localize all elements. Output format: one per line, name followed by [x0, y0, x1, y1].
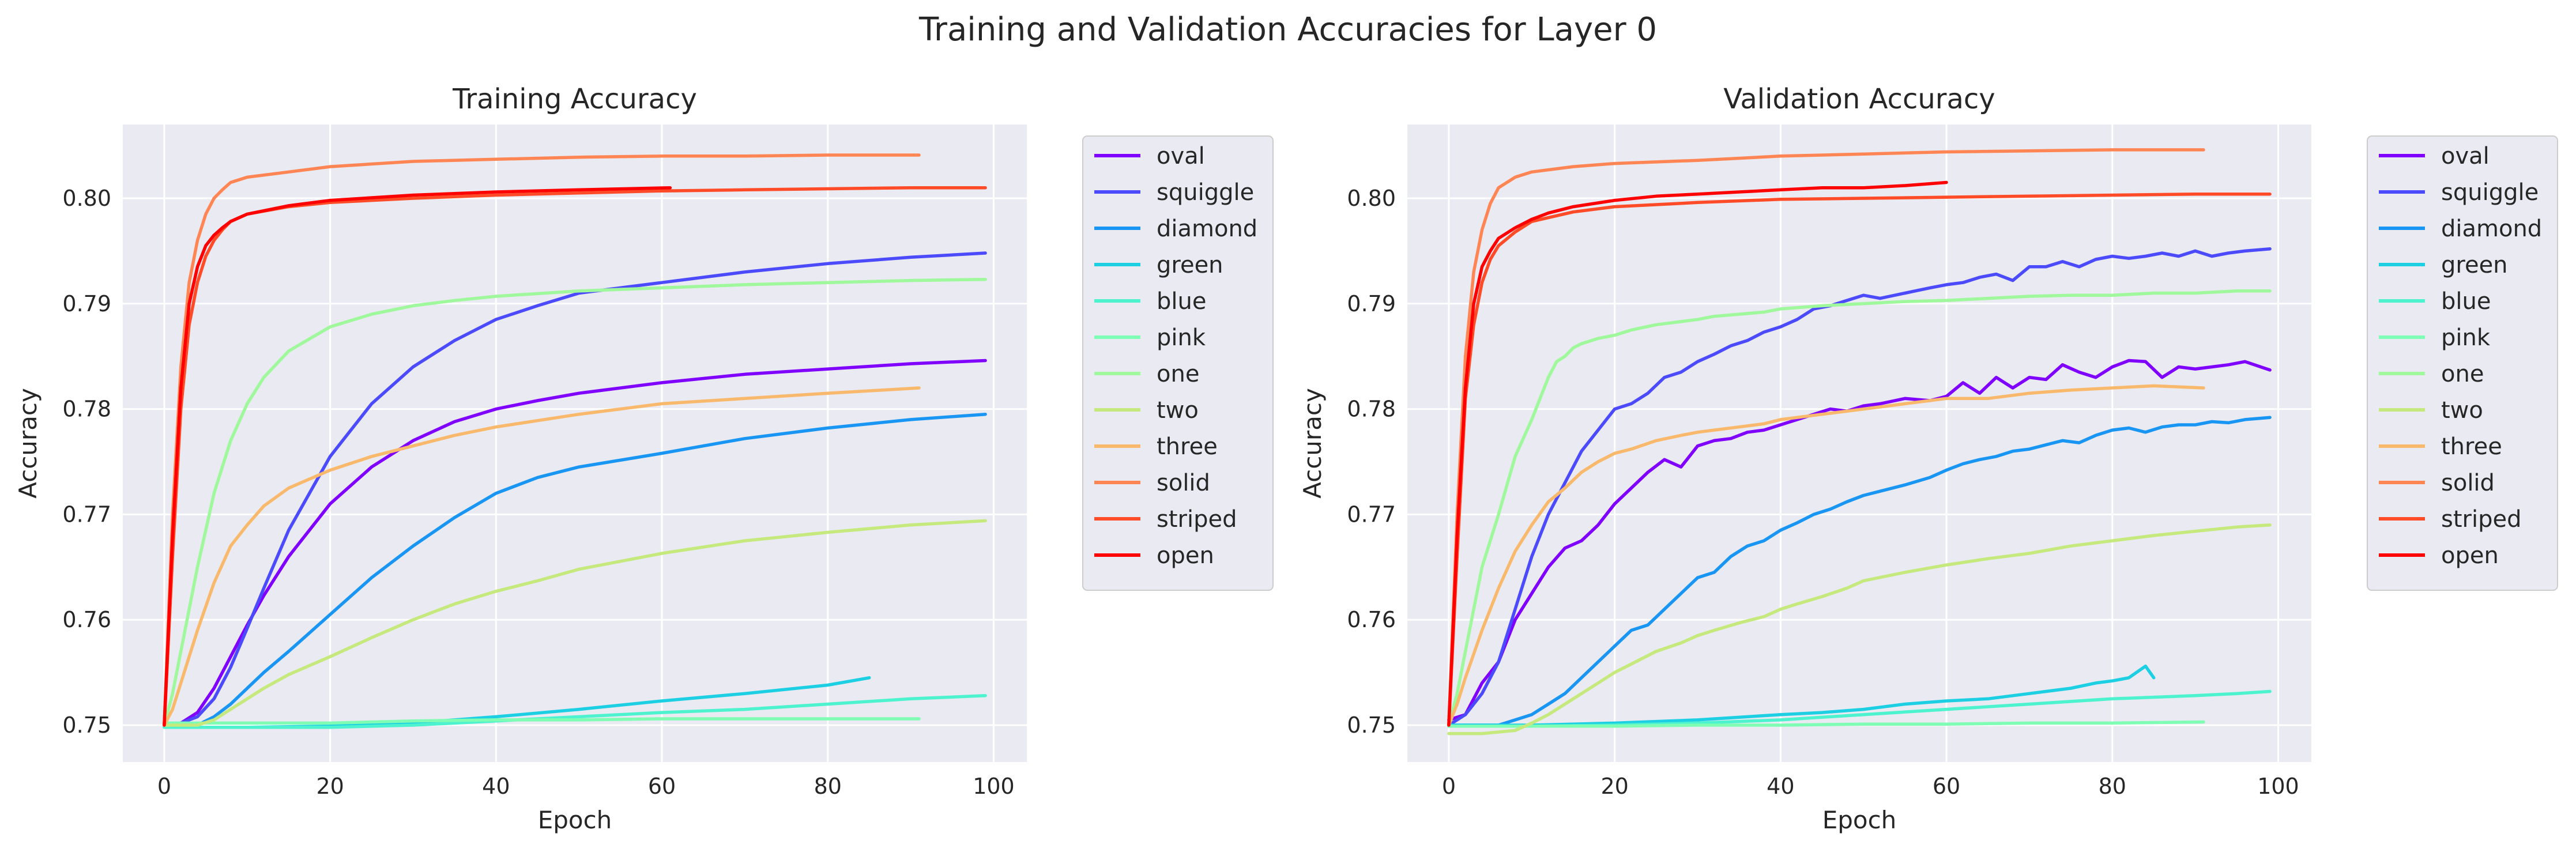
training-series-line-oval: [163, 359, 987, 727]
training-series-line-one: [163, 277, 987, 727]
training-series-line-squiggle: [163, 251, 987, 727]
validation-x-tick-label: 80: [2099, 774, 2126, 799]
training-series-line-open: [163, 186, 672, 727]
training-x-tick-label: 20: [316, 774, 344, 799]
validation-series-line-one: [1447, 289, 2272, 727]
validation-y-tick-label: 0.76: [1347, 607, 1396, 632]
training-series-line-solid: [163, 153, 921, 727]
validation-series-line-open: [1447, 180, 1948, 727]
training-series-line-blue: [163, 694, 987, 729]
figure-title: Training and Validation Accuracies for L…: [918, 11, 1657, 48]
validation-x-tick-label: 20: [1600, 774, 1628, 799]
validation-legend-label-three: three: [2441, 433, 2502, 460]
training-y-tick-label: 0.78: [62, 397, 111, 422]
training-legend-box: [1082, 135, 1274, 591]
training-legend-label-oval: oval: [1157, 143, 1205, 169]
validation-series-line-squiggle: [1447, 247, 2272, 727]
validation-y-tick-label: 0.78: [1347, 397, 1396, 422]
validation-legend-label-green: green: [2441, 252, 2508, 278]
validation-series-line-diamond: [1447, 416, 2272, 727]
training-legend-label-two: two: [1157, 397, 1199, 424]
training-legend-label-striped: striped: [1157, 506, 1237, 533]
validation-axes-title: Validation Accuracy: [1723, 83, 1995, 115]
training-legend-label-three: three: [1157, 433, 1218, 460]
training-y-tick-label: 0.75: [62, 712, 111, 738]
training-y-tick-label: 0.77: [62, 501, 111, 527]
training-plot-area: [123, 125, 1027, 762]
training-legend-label-blue: blue: [1157, 288, 1206, 315]
training-legend-label-diamond: diamond: [1157, 216, 1257, 242]
validation-legend-box: [2367, 135, 2558, 591]
validation-y-tick-label: 0.79: [1347, 291, 1396, 316]
validation-x-tick-label: 0: [1442, 774, 1456, 799]
validation-y-axis-label: Accuracy: [1298, 388, 1327, 499]
validation-x-axis-label: Epoch: [1822, 806, 1897, 834]
training-axes-title: Training Accuracy: [452, 83, 697, 115]
training-series-line-two: [163, 519, 987, 727]
validation-legend-label-pink: pink: [2441, 325, 2491, 351]
training-legend-label-one: one: [1157, 361, 1199, 387]
training-legend-label-pink: pink: [1157, 325, 1206, 351]
training-x-tick-label: 40: [482, 774, 510, 799]
training-x-tick-label: 100: [973, 774, 1015, 799]
validation-series-line-two: [1447, 523, 2272, 736]
validation-series-line-pink: [1447, 720, 2205, 728]
training-legend-label-squiggle: squiggle: [1157, 179, 1254, 206]
validation-x-tick-label: 100: [2257, 774, 2299, 799]
training-x-tick-label: 0: [157, 774, 171, 799]
validation-legend-label-blue: blue: [2441, 288, 2491, 315]
training-y-axis-label: Accuracy: [14, 388, 42, 499]
validation-y-tick-label: 0.80: [1347, 186, 1396, 211]
validation-legend-label-solid: solid: [2441, 470, 2495, 496]
training-legend-label-open: open: [1157, 542, 1214, 569]
validation-legend-label-striped: striped: [2441, 506, 2521, 533]
validation-legend-label-open: open: [2441, 542, 2499, 569]
training-y-tick-label: 0.80: [62, 186, 111, 211]
validation-series-line-striped: [1447, 192, 2272, 727]
training-legend-label-solid: solid: [1157, 470, 1210, 496]
validation-legend-label-squiggle: squiggle: [2441, 179, 2539, 206]
training-x-axis-label: Epoch: [538, 806, 612, 834]
training-accuracy-panel: 0 20 40 60 80 100 0.75 0.76 0.77 0.78 0.79 0.80 Trai…: [14, 83, 1274, 834]
validation-series-line-green: [1447, 664, 2156, 727]
training-legend: oval squiggle diamond green blue pink one two th…: [1082, 135, 1274, 591]
validation-y-tick-label: 0.75: [1347, 712, 1396, 738]
validation-x-tick-label: 60: [1933, 774, 1960, 799]
validation-x-tick-label: 40: [1767, 774, 1794, 799]
training-series-line-three: [163, 386, 921, 727]
validation-plot-area: [1407, 125, 2311, 762]
training-series-line-pink: [163, 717, 921, 725]
training-y-tick-label: 0.79: [62, 291, 111, 316]
validation-legend-label-one: one: [2441, 361, 2484, 387]
training-series-line-diamond: [163, 412, 987, 727]
training-legend-label-green: green: [1157, 252, 1223, 278]
training-x-tick-label: 60: [648, 774, 676, 799]
validation-legend-label-oval: oval: [2441, 143, 2490, 169]
training-y-tick-label: 0.76: [62, 607, 111, 632]
validation-legend-label-diamond: diamond: [2441, 216, 2542, 242]
validation-accuracy-panel: 0 20 40 60 80 100 0.75 0.76 0.77 0.78 0.79 0.80 Vali…: [1298, 83, 2558, 834]
validation-series-line-three: [1447, 384, 2205, 727]
validation-series-line-solid: [1447, 148, 2205, 727]
validation-legend: oval squiggle diamond green blue pink one two th…: [2367, 135, 2558, 591]
training-x-tick-label: 80: [814, 774, 842, 799]
validation-legend-label-two: two: [2441, 397, 2483, 424]
validation-y-tick-label: 0.77: [1347, 501, 1396, 527]
